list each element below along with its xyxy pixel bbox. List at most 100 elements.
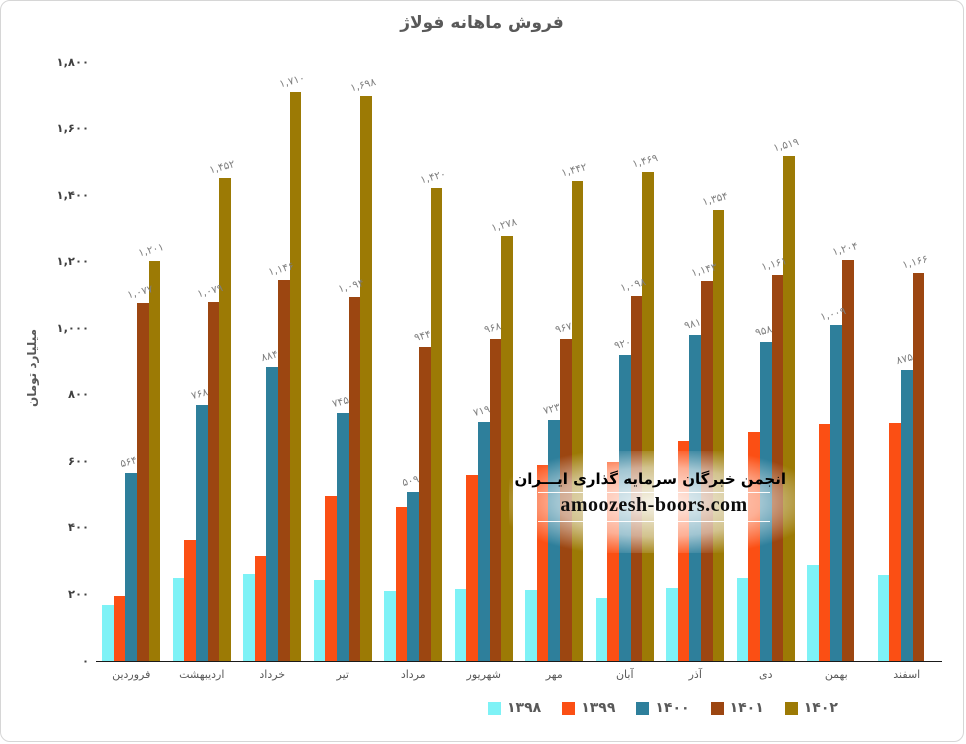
bar-slot [666, 62, 678, 661]
bar [219, 177, 231, 661]
bar [289, 91, 302, 661]
plot-area: ۵۶۴ ۱,۰۷۷ ۱,۲۰۱ ۷۶۸ ۱,۰۷۹ ۱,۴۵۲ ۸۸۴ ۱,۱۴۶ ۱,۷۱۰ ۷… [96, 62, 942, 662]
bar [877, 575, 890, 661]
bar-data-label: ۷۶۸ [189, 386, 210, 403]
bar [783, 155, 795, 661]
bar-slot [102, 62, 114, 661]
bar-slot [854, 62, 866, 661]
bar-slot [325, 62, 337, 661]
y-tick-label: ۱,۶۰۰ [56, 121, 89, 136]
x-category-label: اردیبهشت [179, 668, 225, 681]
bar [125, 473, 138, 661]
bar [102, 605, 114, 661]
bar-slot [889, 62, 901, 661]
bar [172, 578, 185, 661]
bar-slot [924, 62, 936, 661]
bar [712, 210, 725, 661]
chart-title: فروش ماهانه فولاژ [400, 13, 564, 33]
bar-slot [254, 62, 267, 661]
bar-slot [677, 62, 690, 661]
bar [900, 369, 913, 661]
bar [148, 261, 161, 661]
bar [642, 172, 654, 661]
y-tick-label: ۰ [81, 653, 89, 668]
legend-item: ۱۴۰۱ [710, 700, 764, 716]
y-tick-label: ۴۰۰ [67, 520, 89, 535]
bar-slot: ۱,۰۹۴ [337, 62, 366, 661]
bar [113, 596, 126, 661]
bar [912, 272, 925, 661]
x-axis-category-labels: فروردین اردیبهشت خرداد تیر مرداد شهریور مهر آبا… [96, 668, 942, 681]
bar-data-label: ۹۶۷ [553, 320, 574, 337]
bar [184, 540, 196, 661]
bar [454, 589, 467, 661]
bar-slot: ۷۴۵ [331, 62, 350, 661]
bar-slot: ۱,۴۲۰ [420, 62, 448, 661]
bar-slot: ۹۶۸ [483, 62, 503, 661]
bar-slot: ۱,۲۷۸ [490, 62, 518, 661]
bar [266, 366, 279, 661]
bar-slot [184, 62, 196, 661]
bar-slot: ۵۰۹ [401, 62, 421, 661]
x-category-label: خرداد [259, 668, 286, 681]
bar-slot [454, 62, 467, 661]
y-tick-label: ۱,۲۰۰ [56, 254, 89, 269]
x-category-label: اسفند [893, 668, 921, 681]
bar [595, 598, 608, 661]
legend-swatch [488, 701, 501, 715]
bar-slot [113, 62, 126, 661]
bar-slot [536, 62, 549, 661]
x-category-label: دی [758, 668, 773, 681]
bar-slot: ۹۴۴ [413, 62, 432, 661]
bar-slot [748, 62, 760, 661]
bar-slot: ۹۲۰ [613, 62, 632, 661]
bar-slot: ۱,۴۶۹ [631, 62, 659, 661]
bar-slot [243, 62, 255, 661]
bar-data-label: ۵۶۴ [119, 454, 139, 471]
y-tick-label: ۶۰۰ [67, 453, 89, 468]
bar [313, 579, 326, 661]
bar [325, 496, 337, 661]
legend-item: ۱۳۹۹ [562, 700, 615, 716]
bar [607, 462, 619, 661]
bar [666, 587, 678, 661]
bar-slot: ۸۸۴ [260, 62, 280, 661]
y-tick-label: ۲۰۰ [67, 586, 89, 601]
bar-group: ۷۶۸ ۱,۰۷۹ ۱,۴۵۲ [167, 62, 238, 661]
bar-slot [395, 62, 408, 661]
bar-slot: ۷۱۹ [472, 62, 491, 661]
legend-item: ۱۳۹۸ [488, 700, 541, 716]
bar-slot: ۵۶۴ [119, 62, 139, 661]
bar [384, 591, 396, 661]
bar-slot: ۹۶۷ [554, 62, 573, 661]
bar-group: ۱,۰۰۹ ۱,۲۰۴ [801, 62, 872, 661]
bar-group: ۸۷۵ ۱,۱۶۶ [872, 62, 943, 661]
y-tick-label: ۱,۰۰۰ [56, 320, 89, 335]
x-category-label: آذر [688, 668, 702, 681]
legend-swatch [710, 701, 724, 715]
bar-data-label: ۷۲۳ [542, 401, 562, 418]
bar-group: ۹۵۸ ۱,۱۶۱ ۱,۵۱۹ [731, 62, 802, 661]
bar-group: ۹۲۰ ۱,۰۹۸ ۱,۴۶۹ [590, 62, 661, 661]
bar-group: ۷۴۵ ۱,۰۹۴ ۱,۶۹۸ [308, 62, 379, 661]
legend-item: ۱۴۰۲ [784, 700, 838, 716]
x-category-label: آبان [615, 668, 634, 681]
watermark-rule-top [538, 492, 770, 493]
legend-label: ۱۴۰۱ [729, 700, 764, 716]
legend-label: ۱۳۹۸ [507, 700, 542, 716]
bar-slot [172, 62, 185, 661]
bar [489, 338, 502, 661]
bar-group: ۹۸۱ ۱,۱۴۳ ۱,۳۵۴ [660, 62, 731, 661]
legend-item: ۱۴۰۰ [636, 700, 690, 716]
legend-label: ۱۴۰۲ [803, 700, 838, 716]
bar [477, 421, 490, 661]
legend: ۱۳۹۸ ۱۳۹۹ ۱۴۰۰ ۱۴۰۱ ۱۴۰۲ [488, 700, 859, 716]
bar [466, 475, 478, 661]
bar [137, 302, 149, 661]
bar-slot: ۷۲۳ [542, 62, 562, 661]
bar-slot: ۱,۱۴۶ [267, 62, 295, 661]
y-tick-label: ۱,۸۰۰ [56, 54, 89, 69]
bar-slot: ۱,۱۴۳ [690, 62, 718, 661]
bar-slot [595, 62, 608, 661]
